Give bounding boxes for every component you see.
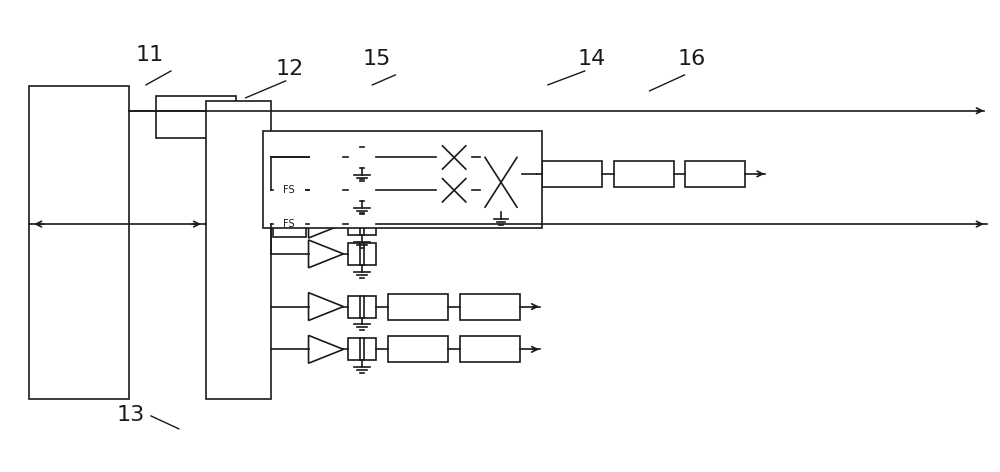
Text: 14: 14 <box>578 49 606 69</box>
FancyBboxPatch shape <box>364 243 376 265</box>
Text: 13: 13 <box>116 405 144 425</box>
Text: 11: 11 <box>136 45 164 65</box>
FancyBboxPatch shape <box>348 243 360 265</box>
Text: FS: FS <box>283 219 295 229</box>
FancyBboxPatch shape <box>364 338 376 360</box>
FancyBboxPatch shape <box>614 161 674 187</box>
Text: FS: FS <box>283 185 295 195</box>
FancyBboxPatch shape <box>348 179 360 201</box>
FancyBboxPatch shape <box>206 101 271 399</box>
FancyBboxPatch shape <box>432 141 537 225</box>
FancyBboxPatch shape <box>542 161 602 187</box>
FancyBboxPatch shape <box>348 338 360 360</box>
FancyBboxPatch shape <box>460 337 520 362</box>
FancyBboxPatch shape <box>364 179 376 201</box>
FancyBboxPatch shape <box>364 213 376 235</box>
Text: 16: 16 <box>678 49 706 69</box>
FancyBboxPatch shape <box>388 294 448 320</box>
FancyBboxPatch shape <box>460 294 520 320</box>
FancyBboxPatch shape <box>156 96 236 137</box>
FancyBboxPatch shape <box>685 161 745 187</box>
FancyBboxPatch shape <box>364 295 376 318</box>
Text: 12: 12 <box>276 59 304 79</box>
FancyBboxPatch shape <box>348 213 360 235</box>
FancyBboxPatch shape <box>29 86 129 399</box>
FancyBboxPatch shape <box>263 131 542 228</box>
FancyBboxPatch shape <box>273 211 306 237</box>
FancyBboxPatch shape <box>273 177 306 203</box>
FancyBboxPatch shape <box>348 295 360 318</box>
FancyBboxPatch shape <box>388 337 448 362</box>
FancyBboxPatch shape <box>348 146 360 169</box>
Text: 15: 15 <box>362 49 391 69</box>
FancyBboxPatch shape <box>480 152 522 212</box>
FancyBboxPatch shape <box>364 146 376 169</box>
